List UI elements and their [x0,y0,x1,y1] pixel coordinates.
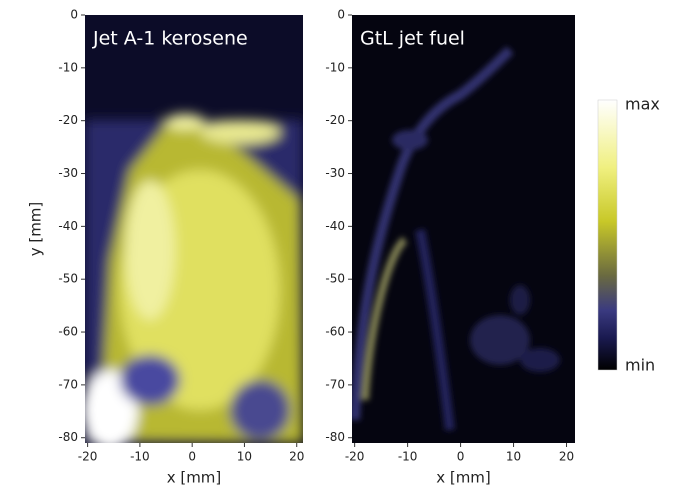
x-tick-label: 10 [506,450,521,464]
colorbar-min: min [625,356,655,375]
x-tick-label: -20 [78,450,98,464]
flame-image [82,15,303,450]
x-tick-label: 0 [188,450,196,464]
y-tick-label: -60 [325,325,345,339]
x-tick-label: -10 [130,450,150,464]
y-axis-label: y [mm] [27,202,45,257]
panel-title: Jet A-1 kerosene [92,28,248,50]
x-tick-label: 10 [237,450,252,464]
y-tick-label: -80 [58,430,78,444]
y-tick-label: 0 [70,8,78,22]
colorbar-max: max [625,95,660,114]
x-tick-label: 20 [289,450,304,464]
x-tick-label: -10 [398,450,418,464]
y-tick-label: -40 [325,219,345,233]
y-tick-label: 0 [337,8,345,22]
x-tick-label: 0 [457,450,465,464]
x-axis-label: x [mm] [167,469,222,487]
y-tick-label: -10 [58,60,78,74]
x-axis-label: x [mm] [436,469,491,487]
y-tick-label: -50 [325,272,345,286]
y-tick-label: -60 [58,325,78,339]
panel-title: GtL jet fuel [360,28,465,50]
y-tick-label: -70 [58,377,78,391]
y-tick-label: -40 [58,219,78,233]
y-tick-label: -10 [325,60,345,74]
y-tick-label: -30 [58,166,78,180]
y-tick-label: -30 [325,166,345,180]
figure: max min Jet A-1 kerosene -20 -10 0 10 20 0 -10 -… [0,0,675,488]
y-tick-label: -70 [325,377,345,391]
y-tick-label: -50 [58,272,78,286]
y-tick-label: -80 [325,430,345,444]
x-tick-label: 20 [559,450,574,464]
y-tick-label: -20 [325,113,345,127]
colorbar [598,100,617,370]
flame-image [352,15,575,443]
x-tick-label: -20 [345,450,365,464]
y-tick-label: -20 [58,113,78,127]
